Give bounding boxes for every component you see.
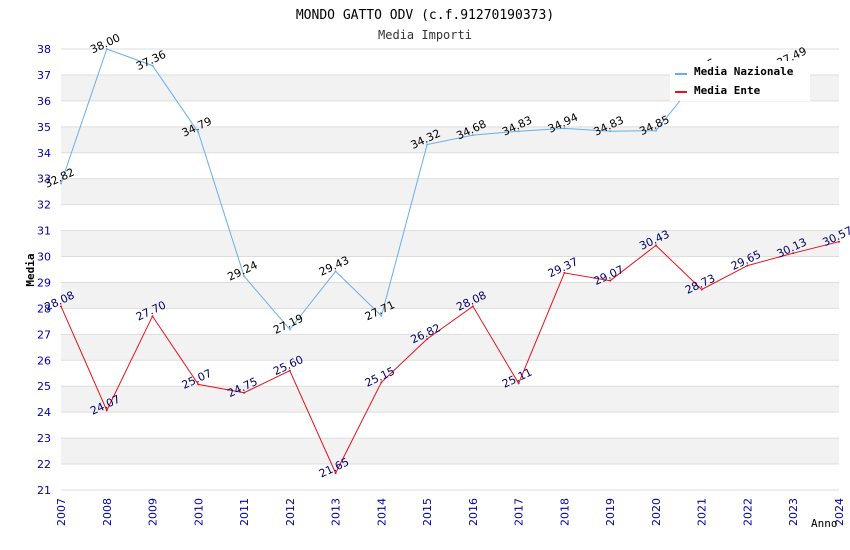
x-tick-label: 2024 [833,498,846,526]
x-tick-label: 2010 [192,498,205,526]
y-tick-label: 36 [37,95,51,108]
data-point-media-ente [151,315,154,318]
data-point-media-ente [471,305,474,308]
data-point-media-ente [288,369,291,372]
x-tick-label: 2019 [604,498,617,526]
data-point-media-ente [792,252,795,255]
axes: 21 22 23 24 25 26 27 28 29 30 31 32 33 34 35 36 37 38 2007… [37,43,846,526]
y-tick-label: 29 [37,276,51,289]
band-22 [61,438,839,465]
data-point-media-ente [700,288,703,291]
data-point-media-ente [380,381,383,384]
x-tick-label: 2021 [696,498,709,526]
y-tick-label: 23 [37,432,51,445]
data-point-media-nazionale [105,48,108,50]
x-tick-label: 2009 [147,498,160,526]
y-tick-label: 38 [37,43,51,56]
data-label-media-nazionale: 37.36 [134,48,168,73]
data-point-media-nazionale [334,270,337,273]
band-32 [61,178,839,205]
data-label-media-ente: 28.08 [42,289,76,314]
x-tick-label: 2017 [513,498,526,526]
data-point-media-ente [197,383,200,386]
y-tick-label: 37 [37,69,51,82]
y-tick-label: 31 [37,225,51,238]
y-tick-label: 27 [37,328,51,341]
series-group [60,48,840,475]
data-point-media-nazionale [243,275,246,278]
data-point-media-ente [334,472,337,475]
data-label-media-nazionale: 29.43 [317,254,351,279]
x-tick-label: 2014 [375,498,388,526]
data-point-media-ente [105,409,108,412]
x-tick-label: 2016 [467,498,480,526]
y-tick-label: 32 [37,199,51,212]
band-30 [61,230,839,257]
data-point-media-ente [426,338,429,341]
legend-box [670,61,810,101]
data-point-media-ente [654,244,657,247]
data-point-media-nazionale [563,127,566,130]
x-tick-label: 2022 [741,498,754,526]
y-axis-label: Media [24,253,37,286]
y-tick-label: 28 [37,302,51,315]
chart-title: MONDO GATTO ODV (c.f.91270190373) [296,8,554,23]
x-tick-label: 2023 [787,498,800,526]
data-point-media-nazionale [380,314,383,317]
y-tick-label: 22 [37,458,51,471]
data-point-media-nazionale [288,328,291,331]
data-point-media-ente [243,391,246,394]
band-28 [61,282,839,309]
x-tick-label: 2012 [284,498,297,526]
band-26 [61,334,839,361]
background-bands [61,74,839,465]
x-tick-label: 2020 [650,498,663,526]
x-tick-label: 2007 [55,498,68,526]
legend-label-media-nazionale: Media Nazionale [694,65,794,78]
data-point-media-nazionale [654,129,657,132]
data-label-media-nazionale: 27.19 [271,312,305,337]
y-tick-label: 24 [37,406,51,419]
data-point-media-ente [563,271,566,274]
x-tick-label: 2015 [421,498,434,526]
x-tick-label: 2013 [330,498,343,526]
data-point-media-nazionale [197,131,200,134]
y-tick-label: 30 [37,251,51,264]
grid-lines [61,48,839,491]
y-tick-label: 35 [37,121,51,134]
chart-subtitle: Media Importi [378,28,472,42]
y-tick-label: 33 [37,173,51,186]
data-point-media-nazionale [609,130,612,133]
data-point-media-nazionale [517,130,520,133]
data-point-media-nazionale [471,134,474,137]
data-point-media-ente [746,264,749,267]
data-point-media-ente [517,382,520,385]
data-point-media-ente [609,279,612,282]
series-line-media-ente [60,241,840,475]
x-tick-label: 2018 [558,498,571,526]
x-tick-label: 2011 [238,498,251,526]
data-point-media-nazionale [426,143,429,146]
y-tick-label: 34 [37,147,51,160]
y-tick-label: 21 [37,484,51,497]
data-point-media-nazionale [60,182,62,185]
data-point-media-ente [838,240,840,243]
legend-label-media-ente: Media Ente [694,84,761,97]
band-24 [61,386,839,413]
legend: Media Nazionale Media Ente [670,61,810,101]
data-label-media-nazionale: 29.24 [226,259,260,284]
data-point-media-nazionale [151,64,154,67]
data-point-media-ente [60,305,62,308]
x-tick-label: 2008 [101,498,114,526]
y-tick-label: 26 [37,354,51,367]
y-tick-label: 25 [37,380,51,393]
x-axis-label: Anno [811,517,838,530]
